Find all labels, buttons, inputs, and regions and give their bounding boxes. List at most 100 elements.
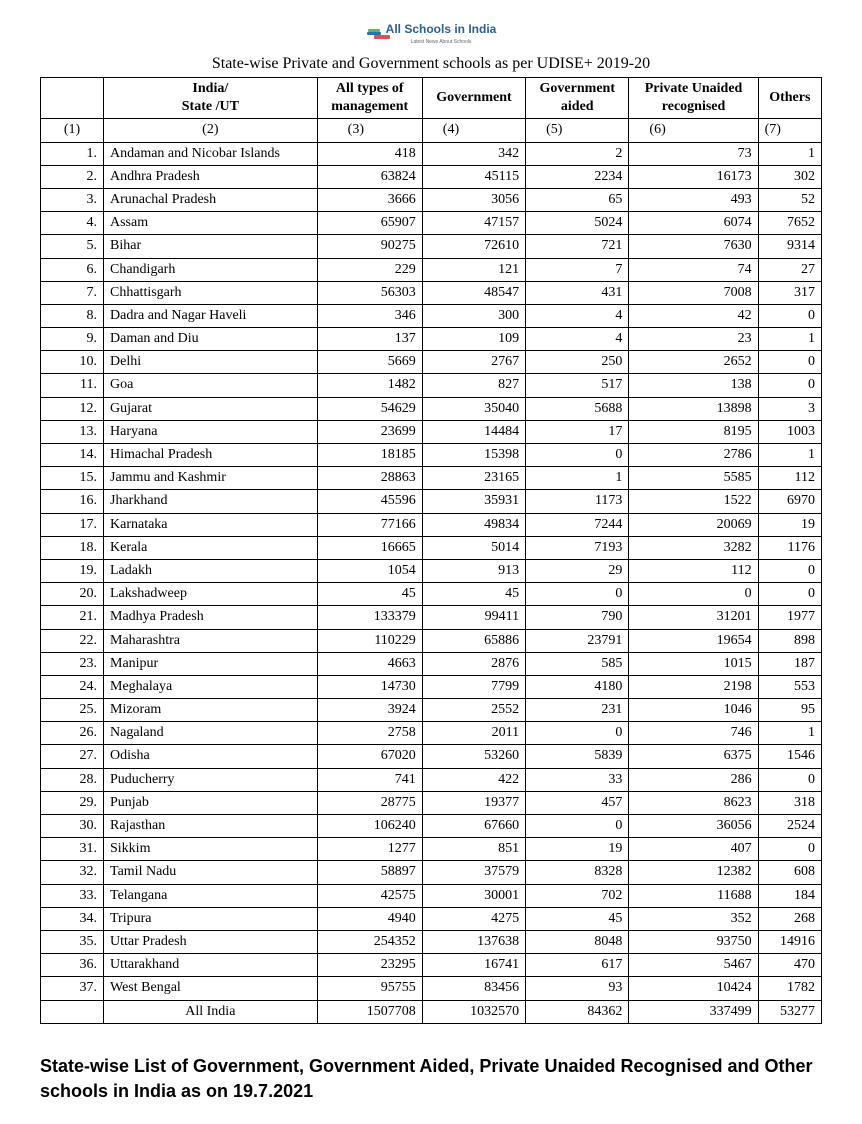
cell-govaided: 23791 — [526, 629, 629, 652]
cell-private: 74 — [629, 258, 758, 281]
cell-alltypes: 16665 — [317, 536, 422, 559]
cell-sno: 5. — [41, 235, 104, 258]
cell-alltypes: 65907 — [317, 212, 422, 235]
cell-govaided: 431 — [526, 281, 629, 304]
cell-sno: 6. — [41, 258, 104, 281]
cell-private: 10424 — [629, 977, 758, 1000]
cell-government: 300 — [422, 304, 525, 327]
cell-others: 0 — [758, 351, 821, 374]
header-alltypes: All types of management — [317, 78, 422, 119]
cell-government: 3056 — [422, 188, 525, 211]
cell-sno: 21. — [41, 606, 104, 629]
table-row: 11.Goa14828275171380 — [41, 374, 822, 397]
cell-others: 1003 — [758, 420, 821, 443]
cell-others: 112 — [758, 467, 821, 490]
cell-state: Madhya Pradesh — [104, 606, 318, 629]
cell-private: 286 — [629, 768, 758, 791]
cell-sno: 15. — [41, 467, 104, 490]
cell-others: 0 — [758, 838, 821, 861]
cell-sno: 35. — [41, 930, 104, 953]
cell-others: 19 — [758, 513, 821, 536]
cell-private: 42 — [629, 304, 758, 327]
cell-state: Dadra and Nagar Haveli — [104, 304, 318, 327]
cell-alltypes: 90275 — [317, 235, 422, 258]
cell-alltypes: 4663 — [317, 652, 422, 675]
cell-others: 2524 — [758, 815, 821, 838]
cell-others: 268 — [758, 907, 821, 930]
colnum-4: (4) — [422, 119, 525, 142]
cell-sno: 16. — [41, 490, 104, 513]
cell-others: 0 — [758, 583, 821, 606]
cell-state: Daman and Diu — [104, 328, 318, 351]
cell-alltypes: 45596 — [317, 490, 422, 513]
table-row: 16.Jharkhand4559635931117315226970 — [41, 490, 822, 513]
cell-sno: 30. — [41, 815, 104, 838]
cell-state: Arunachal Pradesh — [104, 188, 318, 211]
cell-sno: 17. — [41, 513, 104, 536]
cell-others: 187 — [758, 652, 821, 675]
cell-private: 31201 — [629, 606, 758, 629]
table-row: 17.Karnataka771664983472442006919 — [41, 513, 822, 536]
cell-private: 6074 — [629, 212, 758, 235]
cell-others: 0 — [758, 304, 821, 327]
cell-others: 1 — [758, 142, 821, 165]
cell-alltypes: 67020 — [317, 745, 422, 768]
cell-govaided: 702 — [526, 884, 629, 907]
cell-others: 317 — [758, 281, 821, 304]
table-row: 28.Puducherry741422332860 — [41, 768, 822, 791]
cell-government: 4275 — [422, 907, 525, 930]
cell-others: 0 — [758, 768, 821, 791]
logo-text: All Schools in India — [386, 22, 497, 36]
colnum-5: (5) — [526, 119, 629, 142]
cell-alltypes: 1277 — [317, 838, 422, 861]
cell-govaided: 0 — [526, 722, 629, 745]
cell-alltypes: 23295 — [317, 954, 422, 977]
cell-private: 0 — [629, 583, 758, 606]
logo-subtext: Latest News About Schools — [386, 39, 497, 45]
cell-others: 6970 — [758, 490, 821, 513]
cell-private: 352 — [629, 907, 758, 930]
table-row: 34.Tripura4940427545352268 — [41, 907, 822, 930]
cell-state: Sikkim — [104, 838, 318, 861]
cell-others: 318 — [758, 791, 821, 814]
colnum-7: (7) — [758, 119, 821, 142]
table-row: 30.Rajasthan106240676600360562524 — [41, 815, 822, 838]
cell-sno: 12. — [41, 397, 104, 420]
table-row: 31.Sikkim1277851194070 — [41, 838, 822, 861]
table-row: 6.Chandigarh22912177427 — [41, 258, 822, 281]
cell-alltypes: 741 — [317, 768, 422, 791]
table-row: 22.Maharashtra110229658862379119654898 — [41, 629, 822, 652]
cell-others: 53277 — [758, 1000, 821, 1023]
table-row: 29.Punjab28775193774578623318 — [41, 791, 822, 814]
header-sno — [41, 78, 104, 119]
cell-alltypes: 3666 — [317, 188, 422, 211]
cell-alltypes: 18185 — [317, 444, 422, 467]
table-row: 5.Bihar902757261072176309314 — [41, 235, 822, 258]
cell-govaided: 4180 — [526, 675, 629, 698]
cell-govaided: 93 — [526, 977, 629, 1000]
table-row: 32.Tamil Nadu5889737579832812382608 — [41, 861, 822, 884]
cell-government: 2552 — [422, 699, 525, 722]
cell-alltypes: 23699 — [317, 420, 422, 443]
cell-state: Himachal Pradesh — [104, 444, 318, 467]
cell-government: 35931 — [422, 490, 525, 513]
cell-others: 52 — [758, 188, 821, 211]
cell-government: 7799 — [422, 675, 525, 698]
cell-government: 37579 — [422, 861, 525, 884]
cell-state: Karnataka — [104, 513, 318, 536]
cell-government: 14484 — [422, 420, 525, 443]
cell-govaided: 8048 — [526, 930, 629, 953]
cell-state: Gujarat — [104, 397, 318, 420]
table-row: 18.Kerala166655014719332821176 — [41, 536, 822, 559]
cell-state: Meghalaya — [104, 675, 318, 698]
cell-others: 898 — [758, 629, 821, 652]
table-row: 33.Telangana425753000170211688184 — [41, 884, 822, 907]
table-row: 36.Uttarakhand23295167416175467470 — [41, 954, 822, 977]
cell-govaided: 29 — [526, 559, 629, 582]
cell-govaided: 2 — [526, 142, 629, 165]
table-row: 1.Andaman and Nicobar Islands4183422731 — [41, 142, 822, 165]
cell-sno: 29. — [41, 791, 104, 814]
cell-government: 65886 — [422, 629, 525, 652]
cell-state: Lakshadweep — [104, 583, 318, 606]
cell-government: 5014 — [422, 536, 525, 559]
